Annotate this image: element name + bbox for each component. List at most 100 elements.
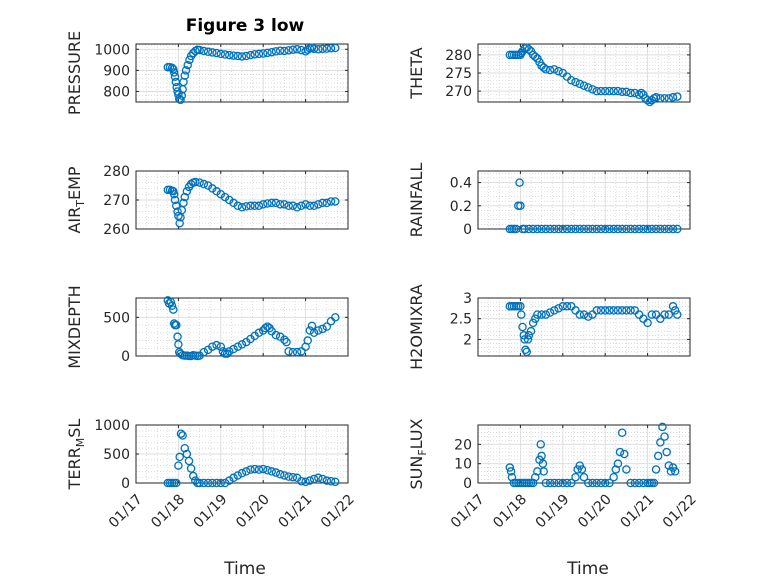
data-point (558, 224, 568, 234)
data-point (605, 478, 614, 488)
data-point (309, 474, 319, 484)
data-point (630, 478, 640, 488)
data-point (651, 465, 661, 474)
data-point (181, 66, 191, 75)
data-point (220, 478, 230, 488)
data-point (611, 465, 621, 474)
data-point (550, 478, 559, 488)
data-point (170, 72, 180, 81)
data-point (558, 478, 568, 488)
data-point (622, 306, 631, 315)
data-point (208, 184, 217, 193)
data-point (318, 44, 327, 54)
y-tick-label: 280 (445, 48, 472, 64)
x-tick-label: 01/18 (490, 491, 530, 531)
data-point (545, 478, 555, 488)
data-point (233, 201, 243, 211)
data-point (571, 77, 580, 87)
data-point (592, 306, 601, 315)
data-point (288, 472, 298, 482)
y-tick-label: 280 (103, 164, 130, 180)
x-axis-label-left: Time (223, 559, 266, 579)
data-point (229, 473, 238, 483)
data-point (184, 456, 194, 466)
data-point (254, 201, 264, 211)
data-point (280, 46, 289, 56)
data-point (175, 218, 184, 228)
data-point (516, 302, 525, 311)
data-point (322, 44, 332, 53)
data-point (199, 347, 209, 357)
data-point (647, 95, 657, 105)
data-point (554, 66, 563, 76)
data-point (583, 312, 593, 321)
y-tick-label: 2.5 (450, 312, 472, 328)
data-point (617, 306, 627, 315)
data-point (605, 224, 614, 234)
data-point (575, 310, 585, 319)
data-point (297, 347, 306, 356)
data-point (673, 224, 682, 234)
data-point (541, 224, 551, 234)
data-point (267, 467, 276, 476)
data-point (554, 478, 563, 488)
data-point (318, 474, 327, 484)
data-point (267, 47, 276, 57)
data-point (522, 347, 532, 357)
data-point (528, 318, 538, 328)
data-point (656, 94, 665, 103)
data-point (567, 224, 576, 234)
data-point (523, 335, 533, 344)
data-point (258, 49, 268, 58)
data-point (297, 45, 306, 55)
data-point (229, 198, 238, 208)
data-point (634, 478, 644, 488)
x-tick-label: 01/19 (191, 491, 231, 531)
data-point (562, 302, 572, 311)
data-point (326, 43, 336, 53)
data-point (668, 302, 678, 311)
data-point (506, 467, 516, 476)
data-point (649, 478, 659, 488)
data-point (271, 47, 281, 56)
data-point (191, 476, 200, 485)
data-point (656, 224, 665, 234)
data-point (208, 478, 217, 488)
data-point (178, 431, 187, 440)
data-point (167, 63, 177, 73)
y-tick-label: 1000 (94, 42, 130, 58)
data-point (653, 451, 663, 461)
data-point (314, 326, 323, 335)
data-point (541, 310, 551, 319)
data-point (605, 306, 614, 315)
data-point (647, 224, 657, 234)
data-point (216, 49, 226, 59)
data-point (530, 314, 540, 323)
data-point (233, 342, 243, 351)
data-point (314, 200, 323, 209)
data-point (533, 467, 542, 476)
y-tick-label: 0 (121, 476, 130, 492)
data-point (660, 432, 669, 441)
data-point (183, 60, 192, 70)
data-point (528, 224, 538, 234)
data-point (524, 224, 534, 234)
y-tick-label: 275 (445, 66, 472, 82)
data-point (622, 224, 631, 234)
data-point (656, 438, 665, 447)
data-point (670, 467, 680, 476)
data-point (588, 478, 597, 488)
data-point (203, 181, 213, 190)
data-point (524, 45, 534, 54)
chart-air_temp: 260 270 280 AIRTEMP (65, 164, 349, 238)
y-tick-label: 20 (454, 437, 472, 453)
x-tick-label: 01/19 (533, 491, 573, 531)
data-point (191, 177, 200, 187)
data-point (284, 472, 293, 481)
y-tick-label: 500 (103, 310, 130, 326)
data-point (588, 85, 597, 94)
x-tick-label: 01/17 (106, 491, 146, 531)
data-point (673, 92, 682, 101)
data-point (305, 326, 315, 335)
data-point (170, 195, 180, 205)
